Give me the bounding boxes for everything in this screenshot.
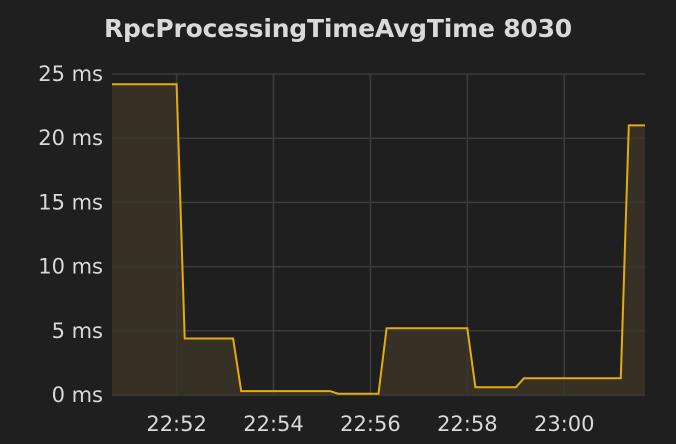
series-area [112,84,645,396]
y-tick-label: 0 ms [52,383,103,407]
x-tick-label: 22:58 [437,412,498,436]
series-layer [112,73,645,396]
y-tick-label: 15 ms [38,190,103,214]
x-tick-label: 22:52 [146,412,207,436]
x-axis: 22:52 22:54 22:56 22:58 23:00 [146,412,594,436]
chart-title: RpcProcessingTimeAvgTime 8030 [104,14,572,43]
y-axis: 25 ms 20 ms 15 ms 10 ms 5 ms 0 ms [38,62,103,407]
y-tick-label: 20 ms [38,126,103,150]
grid-overlay [112,73,645,396]
series-line [112,83,645,395]
x-tick-label: 22:54 [243,412,304,436]
y-tick-label: 10 ms [38,255,103,279]
y-tick-label: 25 ms [38,62,103,86]
y-tick-label: 5 ms [52,319,103,343]
x-tick-label: 23:00 [534,412,595,436]
x-tick-label: 22:56 [340,412,401,436]
